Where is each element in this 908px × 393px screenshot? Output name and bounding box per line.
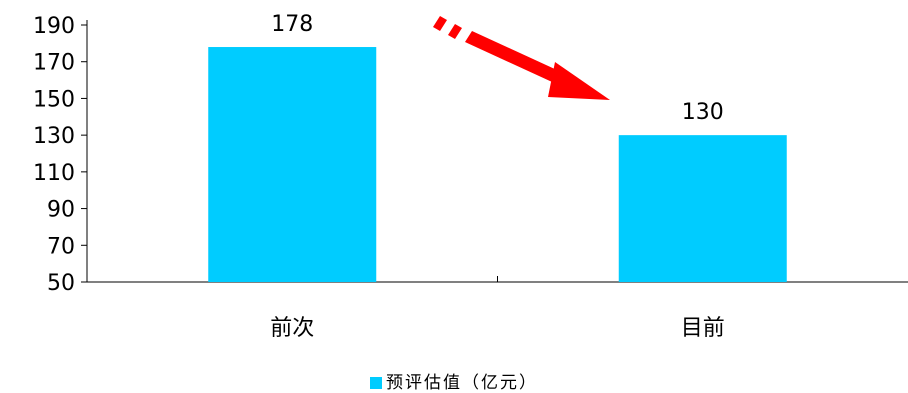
legend-label: 预评估值（亿元）	[386, 373, 538, 393]
legend: 预评估值（亿元）	[0, 368, 908, 393]
data-label: 130	[682, 100, 724, 125]
labels: 178 前次 130 目前	[270, 12, 725, 341]
arrow-head	[548, 62, 610, 100]
y-tick-label: 90	[47, 198, 75, 223]
y-tick-label: 110	[33, 161, 75, 186]
trend-arrow	[433, 16, 610, 100]
y-tick-label: 50	[47, 271, 75, 296]
axes: 50 70 90 110 130 150 170 190	[33, 14, 908, 296]
y-tick-label: 150	[33, 87, 75, 112]
arrow-dash	[433, 16, 447, 31]
bar	[208, 47, 377, 283]
data-label: 178	[271, 12, 313, 37]
y-tick-label: 190	[33, 14, 75, 39]
category-label: 目前	[681, 316, 725, 341]
y-tick-label: 130	[33, 124, 75, 149]
arrow-shaft	[465, 31, 570, 87]
category-label: 前次	[270, 316, 314, 341]
legend-swatch	[370, 377, 382, 389]
y-tick-label: 70	[47, 234, 75, 259]
arrow-dash	[448, 24, 462, 39]
y-tick-label: 170	[33, 51, 75, 76]
bars	[208, 47, 787, 283]
bar	[618, 135, 787, 282]
